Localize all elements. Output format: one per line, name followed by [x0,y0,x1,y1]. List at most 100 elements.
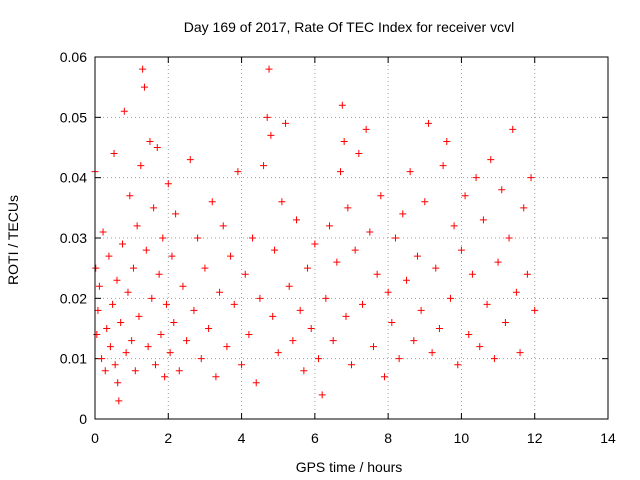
data-point [256,294,264,302]
data-point [421,198,429,206]
data-point [98,355,106,363]
data-point [304,264,312,272]
data-point [208,198,216,206]
x-axis-title: GPS time / hours [296,459,403,475]
data-point [126,192,134,200]
data-point [120,107,128,115]
data-point [282,119,290,127]
data-point [110,150,118,158]
data-point [144,343,152,351]
data-point [99,228,107,236]
data-point [183,337,191,345]
data-point [348,361,355,369]
data-point [113,276,121,284]
data-point [501,318,509,326]
data-point [245,331,253,339]
data-point [358,300,366,308]
data-point [148,294,156,302]
y-tick-label: 0.06 [60,49,87,65]
data-point [391,234,399,242]
data-point [417,306,425,314]
data-point [446,294,454,302]
data-point [170,318,178,326]
data-point [216,288,224,296]
data-point [505,234,513,242]
data-point [124,288,132,296]
data-point [362,125,370,133]
data-point [142,246,150,254]
y-tick-label: 0.04 [60,170,87,186]
data-point [115,397,123,405]
data-point [238,361,246,369]
data-point [197,355,205,363]
y-tick-label: 0.01 [60,351,87,367]
y-axis-title: ROTI / TECUs [5,195,21,285]
data-point [168,252,176,260]
data-point [94,306,102,314]
data-point [223,343,231,351]
data-point [523,270,531,278]
data-point [230,300,238,308]
data-point [509,125,517,133]
data-point [285,282,293,290]
data-point [395,355,403,363]
data-point [227,252,235,260]
data-point [106,343,114,351]
data-point [172,210,180,218]
data-point [129,264,137,272]
data-point [483,300,491,308]
y-tick-label: 0.03 [60,230,87,246]
data-point [424,119,432,127]
data-point [128,337,136,345]
data-point [92,264,100,272]
x-tick-label: 2 [164,430,172,446]
y-tick-label: 0.05 [60,109,87,125]
x-tick-label: 10 [454,430,470,446]
data-point [461,192,469,200]
data-point [333,258,341,266]
data-point [380,373,388,381]
data-point [465,331,473,339]
plot-frame [94,56,609,420]
data-point [384,288,392,296]
data-point [267,131,275,139]
data-point [219,222,227,230]
data-point [337,168,345,176]
data-point [355,150,363,158]
data-point [527,174,535,182]
data-point [516,349,524,357]
y-tick-label: 0 [79,411,87,427]
data-point [274,349,282,357]
data-point [190,306,198,314]
data-point [377,192,385,200]
data-point [175,367,183,375]
data-point [105,252,113,260]
data-point [450,222,458,230]
data-point [135,312,143,320]
data-point [311,240,319,248]
data-point [162,300,170,308]
data-point [205,325,213,332]
data-point [322,294,330,302]
data-point [318,391,326,399]
y-tick-label: 0.02 [60,290,87,306]
x-tick-label: 12 [527,430,543,446]
data-point [296,306,304,314]
data-point [194,234,202,242]
data-point [249,234,257,242]
data-point [114,379,122,387]
x-tick-label: 14 [600,430,616,446]
data-point [432,264,440,272]
data-point [131,367,139,375]
data-point [252,379,260,387]
data-point [179,282,187,290]
data-point [490,355,498,363]
data-point [329,337,337,345]
data-point [293,216,301,224]
data-point [151,361,159,369]
data-point [122,349,130,357]
data-point [443,137,451,145]
data-point [373,270,381,278]
data-point [159,234,167,242]
